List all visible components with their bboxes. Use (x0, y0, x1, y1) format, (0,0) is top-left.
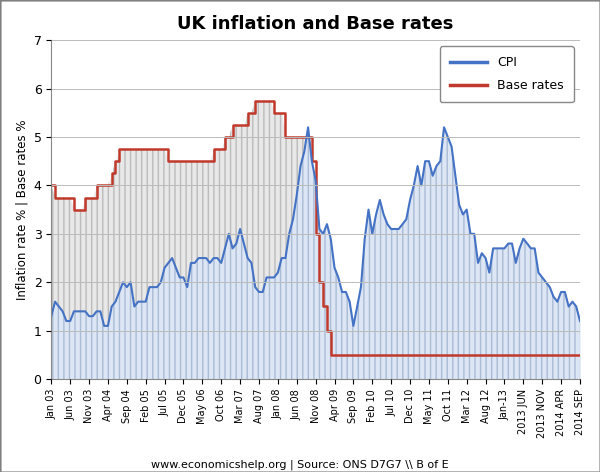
Line: Base rates: Base rates (51, 101, 580, 355)
CPI (557, 289, 565, 295)
Base rates (577, 352, 584, 358)
Legend: CPI, Base rates: CPI, Base rates (440, 46, 574, 102)
Base rates (78, 207, 85, 212)
CPI (577, 318, 584, 324)
CPI (47, 313, 55, 319)
CPI (101, 323, 108, 329)
CPI (78, 309, 85, 314)
Base rates (557, 352, 565, 358)
Base rates (221, 134, 229, 140)
Title: UK inflation and Base rates: UK inflation and Base rates (178, 15, 454, 33)
Base rates (251, 98, 259, 103)
Y-axis label: Inflation rate % | Base rates %: Inflation rate % | Base rates % (15, 119, 28, 300)
CPI (304, 125, 311, 130)
CPI (516, 245, 523, 251)
Base rates (52, 194, 59, 200)
Base rates (505, 352, 512, 358)
CPI (52, 299, 59, 304)
Line: CPI: CPI (51, 127, 580, 326)
CPI (505, 241, 512, 246)
Base rates (516, 352, 523, 358)
CPI (225, 231, 232, 236)
Text: www.economicshelp.org | Source: ONS D7G7 \\ B of E: www.economicshelp.org | Source: ONS D7G7… (151, 459, 449, 470)
Base rates (327, 352, 334, 358)
Base rates (47, 183, 55, 188)
